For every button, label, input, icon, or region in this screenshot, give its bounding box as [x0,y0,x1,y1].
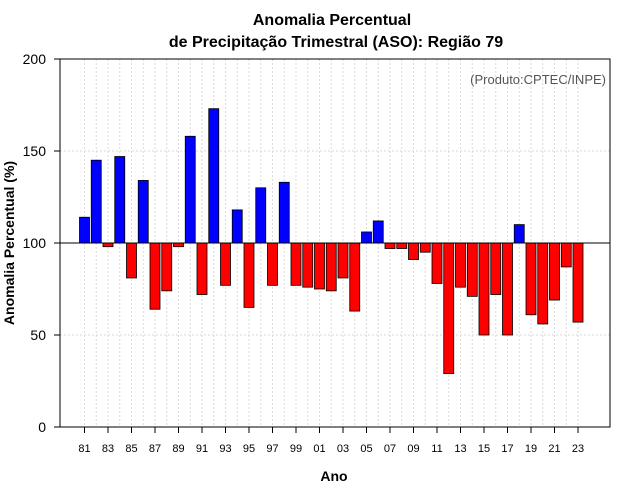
bar-1985: 1985: 81 [126,242,137,279]
x-tick-label: 21 [548,443,560,455]
y-tick-label: 100 [23,235,47,251]
bar-1987: 1987: 64 [149,242,161,310]
bar-2012: 2012: 29 [443,242,455,375]
bar-2010: 2010: 95 [419,242,431,253]
bar-1998: 1998: 133 [278,181,290,244]
x-tick-label: 19 [525,443,537,455]
credit-text: (Produto:CPTEC/INPE) [470,72,606,87]
x-tick-label: 93 [219,443,231,455]
bar-2014: 2014: 71 [466,242,478,297]
bar-2003: 2003: 81 [337,242,349,279]
bar-2000: 2000: 76 [302,242,314,288]
bar-1992: 1992: 173 [208,108,220,244]
bar-2005: 2005: 106 [361,231,372,244]
x-tick-label: 89 [172,443,184,455]
x-tick-label: 03 [337,443,349,455]
bar-2011: 2011: 78 [431,242,443,284]
bar-1996: 1996: 130 [255,187,267,244]
bar-1990: 1990: 158 [184,135,196,244]
bar-2020: 2020: 56 [537,242,549,325]
x-tick-label: 99 [290,443,302,455]
bar-1999: 1999: 77 [290,242,302,286]
bar-1991: 1991: 72 [196,242,208,295]
bar-2023: 2023: 57 [572,242,584,323]
x-axis-label: Ano [320,468,347,484]
x-axis: 81 83 85 87 89 91 93 95 97 99 01 03 05 07 09 11 13 15 17 19… [78,427,584,455]
bar-2018: 2018: 110 [513,224,525,244]
bar-2004: 2004: 63 [349,242,361,312]
bar-1984: 1984: 147 [114,156,126,244]
x-tick-label: 17 [501,443,513,455]
bar-2015: 2015: 50 [478,242,490,336]
chart-title-line2: de Precipitação Trimestral (ASO): Região… [169,34,503,51]
bar-2016: 2016: 72 [490,242,502,295]
bar-1981: 1981: 114 [79,216,90,244]
bar-1989: 1989: 98 [173,242,184,248]
y-tick-label: 150 [23,143,47,159]
chart-title-line1: Anomalia Percentual [253,12,411,29]
x-tick-label: 07 [384,443,396,455]
x-tick-label: 09 [407,443,419,455]
y-tick-label: 200 [23,51,47,67]
bar-2006: 2006: 112 [372,220,384,244]
x-tick-label: 23 [572,443,584,455]
y-tick-label: 50 [30,327,46,343]
bar-1994: 1994: 118 [231,209,243,244]
x-tick-label: 13 [454,443,466,455]
x-tick-label: 87 [149,443,161,455]
x-tick-label: 15 [478,443,490,455]
bar-1988: 1988: 74 [161,242,173,292]
y-axis-label: Anomalia Percentual (%) [1,161,17,325]
x-tick-label: 95 [243,443,255,455]
bar-2022: 2022: 87 [560,242,572,268]
bar-2002: 2002: 74 [325,242,337,292]
bar-2013: 2013: 76 [455,242,466,288]
x-tick-label: 85 [125,443,137,455]
y-axis: 0 50 100 150 200 [23,51,60,435]
bar-1983: 1983: 98 [102,242,114,248]
bar-2019: 2019: 61 [525,242,537,316]
x-tick-label: 83 [102,443,114,455]
bar-1997: 1997: 77 [267,242,278,286]
y-tick-label: 0 [38,419,46,435]
bars: 1981: 1141982: 1451983: 981984: 1471985:… [79,108,584,375]
bar-1995: 1995: 65 [243,242,255,308]
x-tick-label: 91 [196,443,208,455]
bar-2021: 2021: 69 [549,242,560,301]
x-tick-label: 81 [78,443,90,455]
bar-2001: 2001: 75 [314,242,325,290]
bar-2017: 2017: 50 [502,242,513,336]
bar-1993: 1993: 77 [220,242,231,286]
x-tick-label: 05 [360,443,372,455]
x-tick-label: 11 [431,443,442,455]
bar-1986: 1986: 134 [137,180,149,244]
bar-1982: 1982: 145 [90,159,102,244]
bar-2007: 2007: 97 [384,242,396,249]
x-tick-label: 97 [266,443,278,455]
bar-2009: 2009: 91 [408,242,419,260]
x-tick-label: 01 [313,443,325,455]
